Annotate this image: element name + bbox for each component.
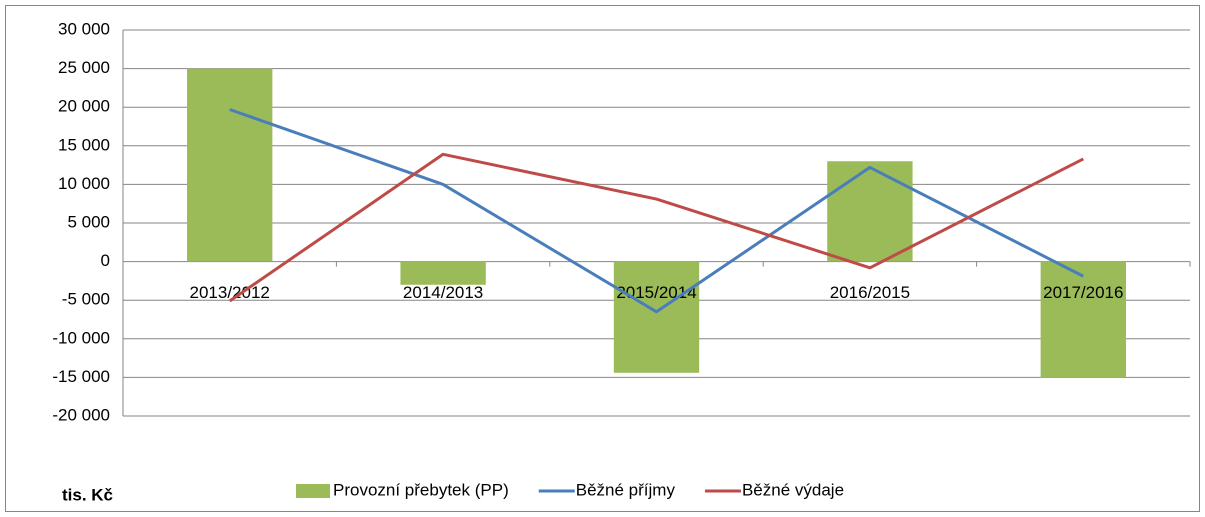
legend-label: Běžné výdaje [742,480,844,499]
x-tick-label: 2014/2013 [403,283,483,302]
bar [1040,261,1126,378]
x-tick-label: 2016/2015 [830,283,910,302]
line [229,108,1084,314]
y-tick-label: -5 000 [62,290,110,309]
y-tick-label: 10 000 [58,174,110,193]
y-tick-label: 30 000 [58,19,110,38]
y-tick-label: -20 000 [52,405,110,424]
bar [613,261,700,373]
chart-border [5,5,1200,512]
x-tick-label: 2017/2016 [1043,283,1123,302]
y-tick-label: 5 000 [67,212,110,231]
legend-swatch [296,484,330,498]
legend-label: Běžné příjmy [576,480,676,499]
y-tick-label: -15 000 [52,367,110,386]
y-tick-label: 0 [101,251,110,270]
legend-label: Provozní přebytek (PP) [333,480,509,499]
y-tick-label: 25 000 [58,58,110,77]
y-tick-label: -10 000 [52,328,110,347]
line [228,152,1084,303]
bar [400,261,486,285]
bar [187,68,273,262]
y-tick-label: 15 000 [58,135,110,154]
unit-label: tis. Kč [62,485,113,504]
bar [827,161,913,262]
y-tick-label: 20 000 [58,97,110,116]
